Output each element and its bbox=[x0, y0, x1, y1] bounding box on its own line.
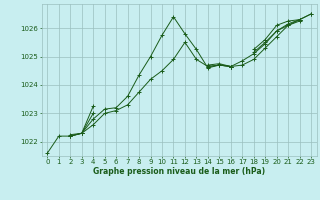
X-axis label: Graphe pression niveau de la mer (hPa): Graphe pression niveau de la mer (hPa) bbox=[93, 167, 265, 176]
